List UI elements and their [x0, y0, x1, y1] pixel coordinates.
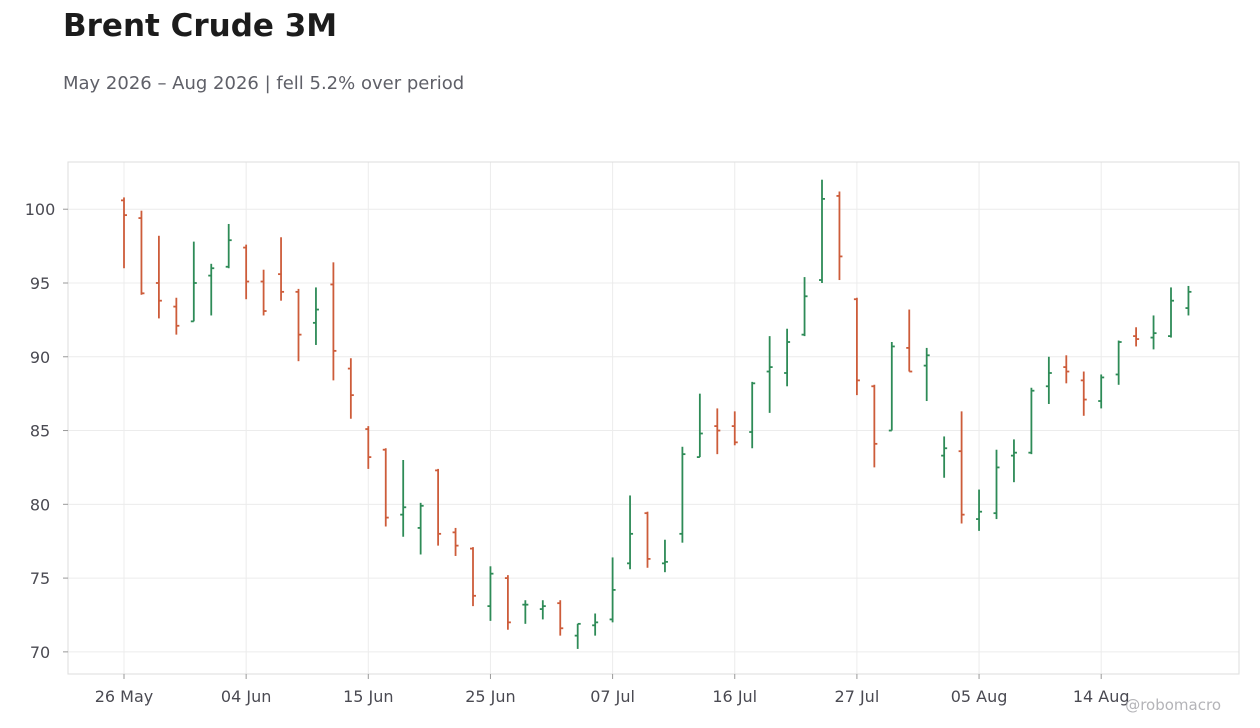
ohlc-bar: [766, 336, 773, 413]
ohlc-bar: [853, 297, 860, 396]
x-tick-label: 07 Jul: [590, 687, 635, 706]
ohlc-bar: [400, 460, 407, 537]
ohlc-bar: [190, 241, 197, 323]
ohlc-bar: [539, 600, 546, 620]
ohlc-bar: [504, 575, 511, 630]
ohlc-bar: [1185, 285, 1192, 316]
ohlc-bar: [976, 489, 983, 531]
x-tick-label: 25 Jun: [465, 687, 515, 706]
ohlc-bar: [557, 600, 564, 636]
ohlc-bar: [1063, 355, 1070, 384]
ohlc-bar: [784, 328, 791, 387]
ohlc-bar: [487, 566, 494, 621]
ohlc-bar: [941, 436, 948, 478]
chart-title: Brent Crude 3M: [63, 8, 338, 44]
ohlc-bar: [312, 287, 319, 345]
ohlc-bar: [435, 468, 442, 546]
ohlc-bar: [347, 358, 354, 419]
ohlc-bar: [417, 502, 424, 555]
grid: [68, 162, 1239, 674]
ohlc-bar: [574, 622, 581, 649]
x-axis: 26 May 04 Jun 15 Jun 25 Jun 07 Jul 16 Jul 27 J…: [95, 674, 1130, 706]
ohlc-bar: [923, 347, 930, 402]
ohlc-bar: [801, 277, 808, 337]
x-tick-label: 16 Jul: [712, 687, 757, 706]
ohlc-bar: [138, 210, 145, 295]
x-tick-label: 05 Aug: [951, 687, 1008, 706]
ohlc-bar: [993, 449, 1000, 520]
ohlc-bar: [731, 411, 738, 446]
ohlc-bar: [208, 263, 215, 316]
y-tick-label: 70: [30, 643, 50, 662]
y-tick-label: 80: [30, 495, 50, 514]
ohlc-bar: [661, 539, 668, 573]
ohlc-bar: [609, 557, 616, 623]
ohlc-bar: [627, 495, 634, 570]
y-tick-label: 75: [30, 569, 50, 588]
ohlc-bar: [1133, 327, 1140, 347]
ohlc-bar: [1010, 439, 1017, 483]
ohlc-bar: [278, 237, 285, 301]
ohlc-bar: [714, 408, 721, 455]
ohlc-bar: [888, 342, 895, 432]
ohlc-bar: [1115, 340, 1122, 385]
x-tick-label: 14 Aug: [1073, 687, 1130, 706]
ohlc-bar: [121, 197, 127, 269]
ohlc-bar: [155, 235, 162, 319]
y-axis: 70 75 80 85 90 95 100: [25, 200, 68, 662]
y-tick-label: 90: [30, 348, 50, 367]
ohlc-bar: [470, 547, 476, 607]
y-tick-label: 100: [25, 200, 56, 219]
x-tick-label: 04 Jun: [221, 687, 271, 706]
ohlc-bar: [1028, 387, 1035, 455]
ohlc-bar: [1045, 356, 1052, 404]
ohlc-bar: [696, 393, 703, 459]
ohlc-bar: [173, 297, 180, 335]
ohlc-bar: [330, 262, 337, 381]
ohlc-bar: [243, 244, 250, 300]
chart-subtitle: May 2026 – Aug 2026 | fell 5.2% over per…: [63, 73, 465, 94]
ohlc-bar: [644, 511, 651, 568]
x-tick-label: 15 Jun: [343, 687, 393, 706]
ohlc-bar: [1098, 374, 1105, 409]
ohlc-bar: [1150, 315, 1157, 350]
y-tick-label: 95: [30, 274, 50, 293]
ohlc-bar: [958, 411, 965, 524]
ohlc-bars: [121, 179, 1192, 649]
ohlc-bar: [260, 269, 267, 316]
x-tick-label: 26 May: [95, 687, 154, 706]
ohlc-bar: [1168, 287, 1174, 338]
ohlc-bar: [592, 613, 599, 636]
ohlc-bar: [225, 223, 232, 269]
watermark: @robomacro: [1125, 696, 1221, 714]
ohlc-bar: [871, 384, 878, 468]
ohlc-bar: [836, 191, 843, 281]
ohlc-bar: [382, 448, 389, 527]
ohlc-bar: [1080, 371, 1087, 416]
ohlc-bar: [906, 309, 913, 373]
ohlc-bar: [365, 426, 372, 469]
ohlc-bar: [819, 179, 825, 283]
x-tick-label: 27 Jul: [835, 687, 880, 706]
ohlc-bar: [452, 527, 459, 556]
y-tick-label: 85: [30, 422, 50, 441]
plot-frame: [67, 161, 1240, 675]
ohlc-bar: [295, 288, 302, 362]
ohlc-bar: [679, 446, 686, 543]
ohlc-bar: [522, 600, 529, 624]
ohlc-bar: [749, 381, 756, 449]
